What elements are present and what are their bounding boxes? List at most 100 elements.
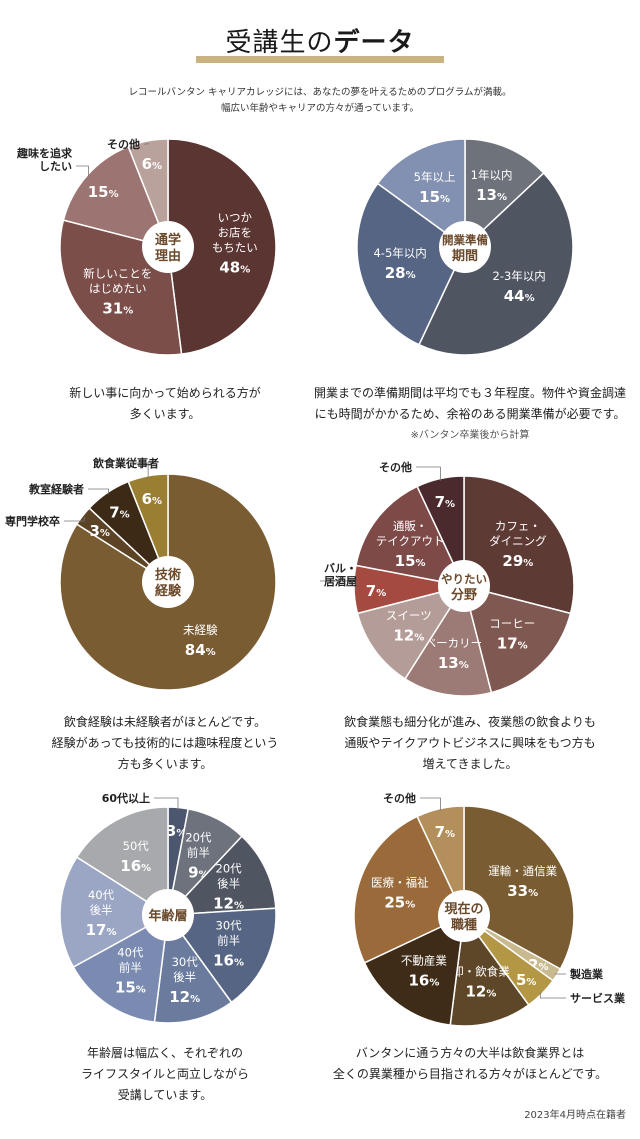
pie-svg: 運輸・通信業 33% 2% 製造業 5% サービス業 卸・飲食業 12% 不動産業 16% 医療・福… bbox=[353, 791, 626, 1027]
slice-value-label: 17% bbox=[86, 921, 117, 939]
slice-category-label: 5年以上 bbox=[414, 170, 456, 184]
pie-slice bbox=[463, 805, 575, 971]
pie-slice bbox=[463, 475, 575, 615]
outside-label: 専門学校卒 bbox=[5, 514, 85, 528]
slice-value-label: 31% bbox=[102, 299, 133, 317]
slice-category-label: カフェ・ bbox=[495, 519, 541, 533]
outside-category-label: 製造業 bbox=[569, 967, 604, 981]
slice-category-label: 後半 bbox=[90, 903, 113, 917]
outside-label: バル・居酒屋 bbox=[320, 562, 357, 590]
outside-label: 製造業 bbox=[554, 967, 604, 981]
slice-label: 15% bbox=[88, 183, 119, 201]
slice-category-label: はじめたい bbox=[89, 281, 147, 295]
slice-category-label: テイクアウト bbox=[376, 534, 445, 548]
caption-line: 多くいます。 bbox=[129, 407, 201, 421]
slice-value-label: 3% bbox=[166, 822, 186, 840]
slice-label: 通販・テイクアウト 15% bbox=[376, 519, 445, 570]
slice-value-label: 25% bbox=[384, 893, 415, 911]
slice-label: 6% bbox=[142, 155, 162, 173]
slice-category-label: 後半 bbox=[173, 970, 196, 984]
caption-line: 経験があっても技術的には趣味程度という bbox=[51, 736, 279, 750]
pie-chart-reason: いつか お店を もちたい 48% 新しいことを はじめたい 31% 15% 趣味を追求 したい 6%… bbox=[0, 120, 320, 380]
page-title: 受講生のデータ bbox=[0, 22, 640, 61]
intro-text: レコールバンタン キャリアカレッジには、あなたの夢を叶えるためのプログラムが満載… bbox=[0, 85, 640, 117]
outside-category-label: 飲食業従事者 bbox=[92, 456, 159, 470]
outside-label: 飲食業従事者 bbox=[92, 456, 159, 478]
slice-label: 2% bbox=[528, 956, 548, 974]
slice-value-label: 5% bbox=[516, 971, 536, 989]
pie-center-circle bbox=[142, 556, 194, 608]
pie-chart-preparation: 1年以内 13% 2-3年以内 44% 4-5年以内 28% 5年以上 15% 開業準備 期間 bbox=[320, 120, 640, 380]
slice-label: 1年以内 13% bbox=[471, 168, 513, 204]
outside-category-label: したい bbox=[39, 160, 72, 173]
pie-slice bbox=[363, 914, 465, 1026]
slice-category-label: スイーツ bbox=[386, 609, 432, 623]
pie-chart-experience: 未経験 84% 3% 専門学校卒 7% 教室経験者 6% 飲食業従事者 技術 経験 bbox=[0, 455, 320, 715]
pie-chart-occupation: 運輸・通信業 33% 2% 製造業 5% サービス業 卸・飲食業 12% 不動産業 16% 医療・福… bbox=[320, 788, 640, 1048]
pie-center-circle bbox=[142, 221, 194, 273]
caption-occupation: バンタンに通う方々の大半は飲食業界とは 全くの異業種から目指される方々がほとんど… bbox=[300, 1043, 640, 1085]
slice-category-label: 4-5年以内 bbox=[373, 246, 426, 260]
leader-line bbox=[416, 466, 441, 481]
outside-category-label: バル・ bbox=[324, 562, 357, 575]
slice-category-label: 30代 bbox=[172, 955, 199, 969]
slice-label: 5% bbox=[516, 971, 536, 989]
slice-value-label: 7% bbox=[366, 582, 386, 600]
pie-slice bbox=[127, 138, 169, 248]
slice-category-label: コーヒー bbox=[489, 617, 535, 631]
caption-age: 年齢層は幅広く、それぞれの ライフスタイルと両立しながら 受講しています。 bbox=[0, 1043, 330, 1106]
pie-center-circle bbox=[439, 221, 491, 273]
caption-line: にも時間がかかるため、余裕のある開業準備が必要です。 bbox=[314, 407, 626, 421]
leader-line bbox=[539, 992, 566, 999]
slice-label: コーヒー 17% bbox=[489, 617, 535, 653]
slice-value-label: 15% bbox=[88, 183, 119, 201]
slice-value-label: 13% bbox=[438, 654, 469, 672]
pie-center-circle bbox=[438, 890, 490, 942]
slice-value-label: 44% bbox=[504, 287, 535, 305]
pie-slice bbox=[404, 584, 493, 697]
page-title-part1: 受講生の bbox=[225, 28, 334, 58]
pie-slice bbox=[166, 835, 277, 916]
slice-value-label: 6% bbox=[142, 155, 162, 173]
slice-value-label: 29% bbox=[502, 552, 533, 570]
slice-category-label: 医療・福祉 bbox=[371, 875, 429, 889]
slice-category-label: いつか bbox=[218, 210, 253, 224]
slice-category-label: 未経験 bbox=[183, 623, 218, 637]
outside-label: その他 bbox=[107, 137, 149, 151]
slice-value-label: 33% bbox=[507, 882, 538, 900]
outside-category-label: 教室経験者 bbox=[28, 482, 84, 496]
slice-value-label: 7% bbox=[109, 504, 129, 522]
title-underline bbox=[196, 56, 444, 63]
pie-center-label: 分野 bbox=[451, 587, 477, 603]
slice-category-label: 後半 bbox=[217, 876, 240, 890]
caption-field: 飲食業態も細分化が進み、夜業態の飲食よりも 通販やテイクアウトビジネスに興味をも… bbox=[300, 712, 640, 775]
slice-value-label: 12% bbox=[393, 627, 424, 645]
pie-center-label: 開業準備 bbox=[442, 233, 488, 247]
intro-line-1: レコールバンタン キャリアカレッジには、あなたの夢を叶えるためのプログラムが満載… bbox=[128, 87, 512, 98]
pie-slice bbox=[356, 584, 466, 680]
slice-value-label: 2% bbox=[528, 956, 548, 974]
outside-category-label: その他 bbox=[379, 460, 412, 474]
caption-preparation: 開業までの準備期間は平均でも３年程度。物件や資金調達 にも時間がかかるため、余裕… bbox=[300, 383, 640, 446]
slice-value-label: 15% bbox=[115, 978, 146, 996]
caption-line: 受講しています。 bbox=[117, 1088, 213, 1102]
slice-value-label: 7% bbox=[435, 493, 455, 511]
slice-value-label: 12% bbox=[169, 988, 200, 1006]
slice-label: スイーツ 12% bbox=[386, 609, 432, 645]
leader-line bbox=[144, 142, 149, 145]
slice-category-label: 40代 bbox=[117, 945, 144, 959]
leader-line bbox=[88, 488, 109, 495]
slice-value-label: 84% bbox=[185, 641, 216, 659]
outside-category-label: 趣味を追求 bbox=[16, 146, 73, 160]
slice-value-label: 16% bbox=[213, 952, 244, 970]
leader-line bbox=[420, 797, 441, 811]
pie-center-label: 理由 bbox=[155, 248, 181, 264]
leader-line bbox=[76, 165, 89, 177]
leader-line bbox=[154, 797, 179, 810]
